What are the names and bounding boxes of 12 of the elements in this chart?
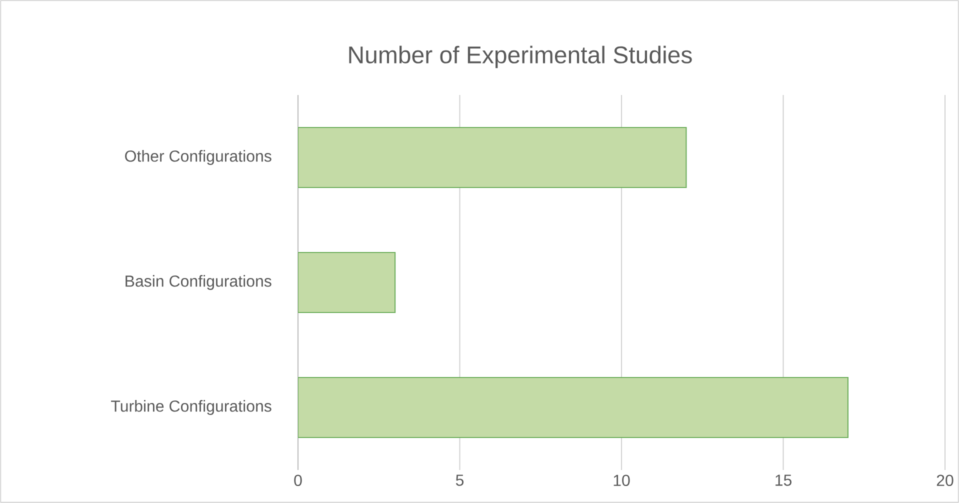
y-tick-label: Other Configurations xyxy=(125,150,272,165)
bar xyxy=(298,376,848,438)
y-tick-label: Basin Configurations xyxy=(126,275,272,290)
x-tick-label: 0 xyxy=(294,474,302,486)
x-tick-label: 10 xyxy=(614,474,630,486)
chart-title: Number of Experimental Studies xyxy=(349,46,692,68)
bar xyxy=(298,252,396,314)
x-tick-label: 5 xyxy=(456,474,464,486)
x-tick-label: 15 xyxy=(776,474,792,486)
bar xyxy=(298,126,687,188)
y-tick-label: Turbine Configurations xyxy=(111,400,272,415)
x-tick-label: 20 xyxy=(936,474,954,486)
